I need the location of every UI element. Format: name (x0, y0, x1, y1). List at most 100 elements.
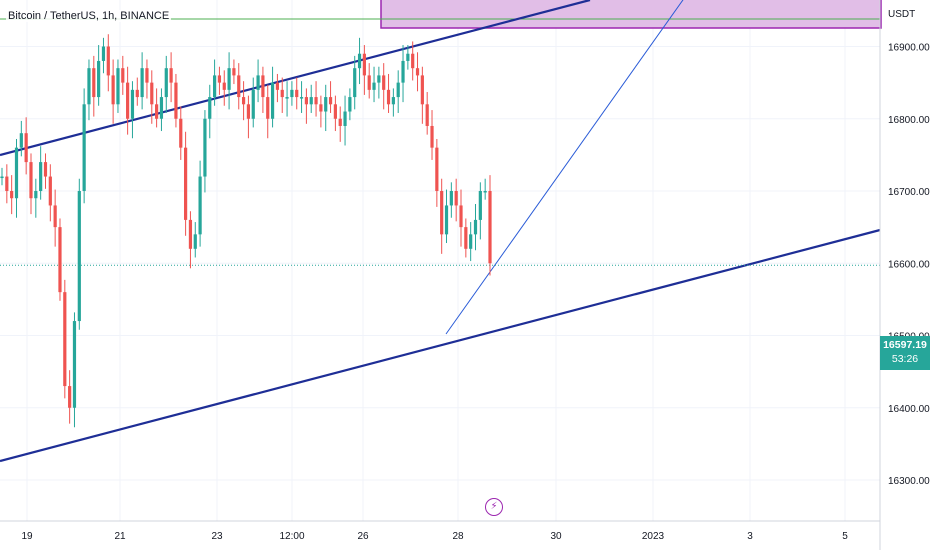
x-tick-label: 30 (550, 531, 562, 542)
candle-body (184, 147, 188, 220)
projection-line (445, 0, 684, 335)
candle-body (401, 60, 405, 83)
candle-body (63, 292, 67, 387)
candle-body (338, 118, 342, 126)
x-tick-label: 19 (21, 531, 33, 542)
candle-body (10, 191, 14, 199)
candle-body (135, 89, 139, 98)
y-tick-label: 16400.00 (888, 404, 930, 415)
candle-body (87, 68, 91, 105)
candle-body (473, 219, 478, 235)
candle-body (314, 97, 318, 105)
candle-body (382, 75, 386, 90)
candle-body (241, 97, 246, 105)
candle-body (295, 89, 299, 98)
candle-body (14, 147, 19, 199)
candle-body (372, 82, 376, 90)
candle-body (232, 68, 236, 76)
candle-body (121, 68, 125, 83)
last-price-value: 16597.19 (883, 339, 927, 351)
lightning-icon[interactable]: ⚡ (485, 498, 503, 516)
candle-body (420, 75, 424, 105)
x-tick-label: 28 (452, 531, 464, 542)
x-tick-label: 23 (211, 531, 223, 542)
currency-label[interactable]: USDT (888, 9, 916, 20)
candle-body (19, 133, 23, 148)
candle-body (111, 75, 115, 105)
candle-body (328, 97, 333, 105)
candle-body (256, 75, 260, 90)
candle-body (150, 82, 154, 105)
candle-body (53, 205, 57, 228)
bar-countdown: 53:26 (891, 353, 919, 365)
candle-body (285, 97, 289, 99)
candle-body (304, 97, 308, 105)
candle-body (164, 68, 168, 98)
candle-body (411, 53, 415, 69)
last-price-badge: 16597.19 53:26 (880, 336, 930, 370)
drawings[interactable] (0, 0, 882, 463)
candle-body (193, 234, 197, 249)
candle-body (299, 97, 304, 99)
y-tick-label: 16800.00 (888, 115, 930, 126)
candle-body (126, 82, 130, 119)
candle-body (227, 68, 231, 90)
candle-body (488, 191, 492, 264)
candle-body (483, 191, 487, 193)
candle-body (362, 53, 366, 76)
candle-body (280, 89, 284, 98)
candle-body (188, 219, 193, 249)
candle-body (275, 82, 280, 90)
channel-lower-line (0, 228, 881, 463)
candle-body (270, 82, 275, 119)
candle-body (425, 104, 429, 126)
candle-body (440, 191, 444, 235)
channel-upper-line (0, 0, 591, 157)
candle-body (159, 97, 164, 119)
candle-body (68, 386, 72, 408)
candle-body (24, 133, 28, 163)
symbol-title[interactable]: Bitcoin / TetherUS, 1h, BINANCE (6, 10, 172, 22)
candles (0, 34, 492, 428)
candle-body (415, 68, 420, 76)
candle-body (391, 97, 395, 105)
candle-body (72, 321, 77, 408)
candle-body (217, 75, 222, 83)
candle-body (469, 234, 473, 249)
candle-body (266, 97, 270, 119)
candle-body (179, 118, 183, 148)
candle-body (198, 176, 202, 235)
candle-body (39, 162, 43, 191)
candle-body (169, 68, 173, 83)
candle-body (34, 191, 38, 199)
candle-body (212, 75, 217, 98)
x-tick-label: 5 (842, 531, 848, 542)
grid (0, 0, 880, 521)
y-tick-label: 16900.00 (888, 43, 930, 54)
x-tick-label: 3 (747, 531, 753, 542)
candle-body (343, 111, 347, 126)
candle-body (261, 75, 265, 98)
candle-body (319, 104, 323, 112)
candle-body (246, 104, 251, 119)
candle-body (444, 205, 449, 235)
candle-body (464, 227, 468, 249)
x-tick-label: 26 (357, 531, 369, 542)
candle-body (97, 60, 101, 98)
candle-body (290, 89, 294, 98)
candle-body (77, 191, 81, 322)
candle-body (377, 75, 381, 83)
candle-body (92, 68, 96, 98)
candle-body (140, 68, 144, 98)
candle-body (309, 97, 313, 105)
candle-body (48, 176, 52, 206)
candle-body (357, 53, 362, 69)
candle-body (406, 53, 410, 61)
x-tick-label: 21 (114, 531, 126, 542)
candle-body (145, 68, 149, 83)
candle-body (386, 89, 391, 105)
candle-body (208, 97, 212, 119)
